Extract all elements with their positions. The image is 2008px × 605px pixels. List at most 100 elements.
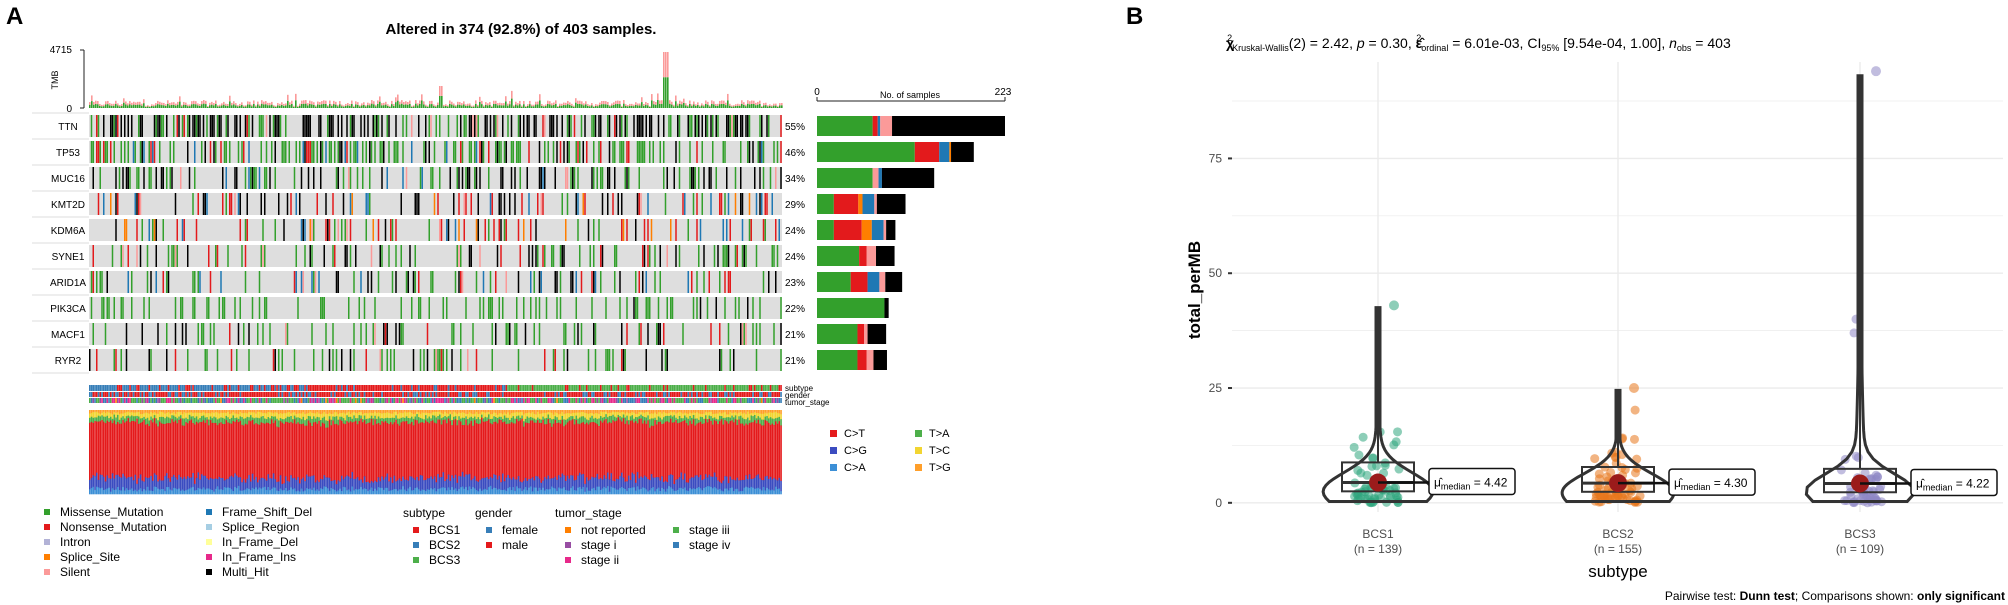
mutation-cell xyxy=(563,245,565,267)
mutation-cell xyxy=(388,245,390,267)
tumor-stage-cell xyxy=(561,398,564,403)
titv-segment xyxy=(486,417,488,422)
titv-segment xyxy=(454,419,457,476)
tmb-bar-missense xyxy=(111,105,113,108)
mutation-cell xyxy=(290,193,292,215)
gender-cell xyxy=(337,392,340,397)
tmb-bar-missense xyxy=(297,106,299,108)
titv-segment xyxy=(190,477,193,488)
titv-segment xyxy=(526,410,529,414)
titv-segment xyxy=(493,410,495,413)
mutation-cell xyxy=(502,297,504,319)
tumor-stage-cell xyxy=(624,398,627,403)
subtype-cell xyxy=(230,385,233,391)
subtype-cell xyxy=(649,385,651,391)
tmb-bar-missense xyxy=(201,104,203,108)
tmb-bar-missense xyxy=(105,104,107,108)
tmb-bar-other xyxy=(671,101,673,105)
mutation-cell xyxy=(638,115,640,137)
mutation-cell xyxy=(764,193,766,215)
tmb-bar-missense xyxy=(763,105,765,108)
gender-cell xyxy=(622,392,625,397)
tumor-stage-cell xyxy=(705,398,707,403)
tmb-bar-missense xyxy=(587,105,589,108)
tmb-bar-missense xyxy=(527,105,529,108)
mutation-cell xyxy=(477,219,479,241)
mutation-cell xyxy=(286,323,289,345)
tumor-stage-cell xyxy=(241,398,243,403)
mutation-cell xyxy=(663,141,665,163)
titv-segment xyxy=(425,415,427,421)
gender-cell xyxy=(526,392,529,397)
subtype-cell xyxy=(201,385,203,391)
titv-segment xyxy=(624,481,627,490)
tmb-bar-missense xyxy=(325,103,327,108)
tmb-bar-other xyxy=(423,101,425,105)
mutation-cell xyxy=(185,323,187,345)
mutation-cell xyxy=(307,115,310,137)
titv-segment xyxy=(621,472,623,488)
titv-segment xyxy=(246,416,249,425)
mutation-cell xyxy=(773,141,775,163)
tmb-bar-missense xyxy=(459,104,461,108)
tumor-stage-cell xyxy=(708,398,711,403)
mutation-cell xyxy=(776,141,779,163)
gender-cell xyxy=(192,392,194,397)
titv-segment xyxy=(145,490,147,495)
titv-segment xyxy=(285,418,287,423)
titv-segment xyxy=(393,417,396,423)
titv-segment xyxy=(246,424,249,479)
mutation-cell xyxy=(740,167,742,189)
gender-cell xyxy=(162,392,165,397)
titv-segment xyxy=(201,474,203,490)
titv-segment xyxy=(267,487,270,495)
titv-segment xyxy=(150,416,152,421)
subtype-cell xyxy=(552,385,555,391)
mutation-cell xyxy=(386,167,388,189)
tumor-stage-cell xyxy=(689,398,691,403)
titv-segment xyxy=(346,415,348,422)
titv-segment xyxy=(117,412,119,416)
gender-cell xyxy=(563,392,565,397)
mutation-cell xyxy=(678,245,681,267)
subtype-cell xyxy=(439,385,441,391)
titv-segment xyxy=(125,478,128,489)
titv-segment xyxy=(332,488,334,495)
titv-segment xyxy=(603,475,606,488)
tumor-stage-cell xyxy=(358,398,361,403)
titv-segment xyxy=(316,416,319,425)
tumor-stage-cell xyxy=(145,398,147,403)
titv-segment xyxy=(253,412,256,419)
tmb-bar-other xyxy=(453,103,455,106)
tumor-stage-cell xyxy=(486,398,488,403)
mutation-cell xyxy=(456,245,458,267)
mutation-cell xyxy=(360,271,362,293)
mutation-cell xyxy=(195,219,198,241)
titv-segment xyxy=(344,424,347,478)
titv-segment xyxy=(190,419,193,478)
titv-segment xyxy=(393,411,396,419)
titv-segment xyxy=(136,491,138,495)
titv-segment xyxy=(164,423,166,477)
titv-segment xyxy=(381,487,383,495)
titv-segment xyxy=(544,490,546,495)
oncoprint-row-bg xyxy=(89,219,782,241)
mutation-cell xyxy=(533,271,535,293)
tmb-bar-other xyxy=(97,101,99,105)
titv-segment xyxy=(500,416,502,421)
titv-segment xyxy=(264,418,266,425)
titv-segment xyxy=(376,413,378,420)
subtype-cell xyxy=(134,385,137,391)
gene-bar-missense xyxy=(817,350,858,370)
mutation-cell xyxy=(465,193,467,215)
subtype-cell xyxy=(155,385,158,391)
mutation-cell xyxy=(372,115,374,137)
titv-segment xyxy=(622,477,625,489)
tmb-bar-other xyxy=(281,102,283,105)
mutation-cell xyxy=(90,141,93,163)
tumor-stage-cell xyxy=(596,398,599,403)
tmb-bar-missense xyxy=(169,105,171,108)
titv-segment xyxy=(367,410,369,414)
gender-cell xyxy=(530,392,532,397)
titv-segment xyxy=(442,417,445,421)
